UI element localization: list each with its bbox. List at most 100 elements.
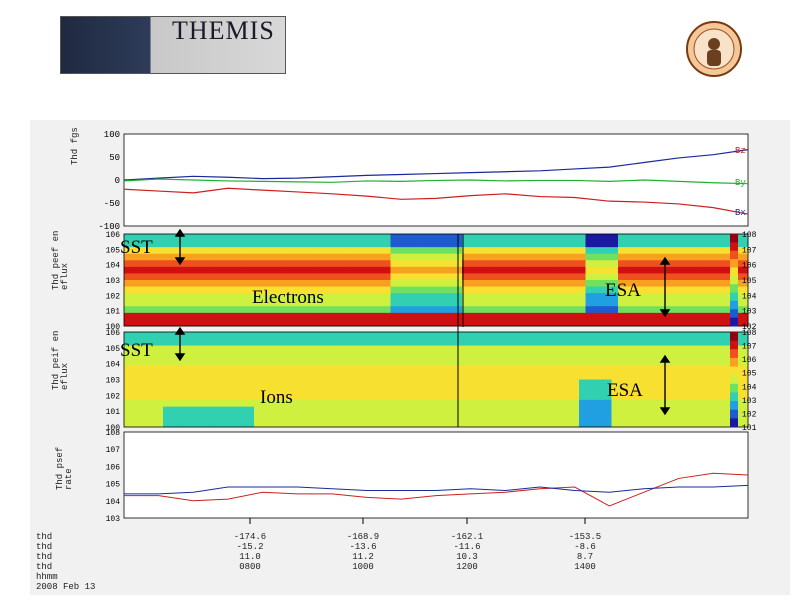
spectrogram-cell — [527, 399, 534, 408]
spectrogram-cell — [273, 386, 281, 394]
spectrogram-cell — [286, 359, 294, 367]
spectrogram-cell — [644, 299, 651, 307]
spectrogram-cell — [468, 386, 476, 394]
spectrogram-cell — [709, 319, 716, 327]
spectrogram-cell — [202, 365, 209, 374]
spectrogram-cell — [676, 312, 684, 320]
spectrogram-cell — [202, 260, 209, 268]
spectrogram-cell — [481, 379, 489, 387]
spectrogram-cell — [215, 273, 222, 281]
spectrogram-cell — [254, 247, 261, 255]
spectrogram-cell — [273, 332, 281, 340]
spectrogram-cell — [299, 266, 307, 274]
spectrogram-cell — [670, 399, 677, 408]
spectrogram-cell — [312, 345, 320, 353]
spectrogram-cell — [124, 293, 131, 301]
spectrogram-cell — [676, 413, 684, 421]
spectrogram-cell — [722, 260, 729, 268]
spectrogram-cell — [124, 365, 131, 374]
spectrogram-cell — [312, 399, 320, 408]
spectrogram-cell — [215, 240, 222, 248]
spectrogram-cell — [163, 293, 170, 301]
spectrogram-cell — [241, 266, 248, 274]
spectrogram-cell — [358, 319, 365, 327]
spectrogram-cell — [572, 240, 580, 248]
spectrogram-cell — [462, 234, 469, 241]
spectrogram-cell — [572, 266, 580, 274]
spectrogram-cell — [345, 345, 352, 353]
spectrogram-cell — [514, 312, 521, 320]
spectrogram-cell — [306, 260, 313, 268]
spectrogram-cell — [377, 319, 385, 327]
spectrogram-cell — [644, 266, 651, 274]
spectrogram-cell — [494, 332, 502, 340]
spectrogram-cell — [371, 280, 378, 287]
spectrogram-cell — [735, 420, 742, 428]
spectrogram-cell — [403, 253, 411, 261]
spectrogram-cell — [429, 413, 437, 421]
spectrogram-cell — [455, 273, 463, 281]
spectrogram-cell — [618, 299, 625, 307]
spectrogram-cell — [650, 234, 658, 241]
spectrogram-cell — [527, 260, 534, 268]
time-tick-label: -174.6 -15.2 11.0 0800 — [233, 532, 267, 572]
spectrogram-cell — [449, 372, 456, 380]
spectrogram-cell — [520, 393, 528, 401]
spectrogram-cell — [553, 234, 560, 241]
spectrogram-cell — [702, 338, 710, 346]
spectrogram-cell — [351, 247, 359, 255]
spectrogram-cell — [598, 379, 606, 387]
spectrogram-cell — [475, 253, 482, 261]
spectrogram-cell — [696, 393, 703, 401]
spectrogram-cell — [702, 359, 710, 367]
spectrogram-cell — [130, 306, 138, 314]
spectrogram-cell — [338, 420, 346, 428]
spectrogram-cell — [468, 359, 476, 367]
spectrogram-cell — [260, 293, 268, 301]
spectrogram-cell — [241, 345, 248, 353]
ion-colorbar-tick: 104 — [742, 383, 757, 392]
spectrogram-cell — [624, 240, 632, 248]
spectrogram-cell — [390, 420, 398, 428]
spectrogram-cell — [325, 399, 333, 408]
spectrogram-cell — [696, 247, 703, 255]
spectrogram-cell — [657, 312, 664, 320]
spectrogram-cell — [585, 234, 593, 241]
spectrogram-cell — [520, 280, 528, 287]
spectrogram-cell — [527, 312, 534, 320]
spectrogram-cell — [423, 234, 430, 241]
spectrogram-cell — [410, 365, 417, 374]
spectrogram-cell — [371, 352, 378, 360]
spectrogram-cell — [371, 299, 378, 307]
spectrogram-cell — [585, 338, 593, 346]
spectrogram-cell — [722, 332, 729, 340]
spectrogram-cell — [390, 393, 398, 401]
spectrogram-cell — [475, 393, 482, 401]
spectrogram-cell — [312, 352, 320, 360]
spectrogram-cell — [501, 312, 508, 320]
spectrogram-cell — [189, 359, 196, 367]
spectrogram-cell — [676, 345, 684, 353]
spectrogram-cell — [566, 352, 573, 360]
spectrogram-cell — [559, 338, 567, 346]
spectrogram-cell — [494, 365, 502, 374]
spectrogram-cell — [611, 240, 619, 248]
spectrogram-cell — [624, 365, 632, 374]
spectrogram-cell — [670, 234, 677, 241]
spectrogram-cell — [286, 393, 294, 401]
spectrogram-cell — [254, 338, 261, 346]
spectrogram-cell — [130, 379, 138, 387]
spectrogram-cell — [416, 406, 424, 414]
spectrogram-cell — [605, 393, 612, 401]
spectrogram-cell — [358, 386, 365, 394]
spectrogram-cell — [143, 379, 151, 387]
spectrogram-cell — [644, 247, 651, 255]
spectrogram-cell — [631, 319, 638, 327]
spectrogram-cell — [715, 234, 723, 241]
spectrogram-cell — [572, 312, 580, 320]
spectrogram-cell — [527, 420, 534, 428]
spectrogram-cell — [546, 365, 554, 374]
spectrogram-cell — [624, 253, 632, 261]
spectrogram-cell — [579, 286, 586, 294]
spectrogram-cell — [280, 345, 287, 353]
